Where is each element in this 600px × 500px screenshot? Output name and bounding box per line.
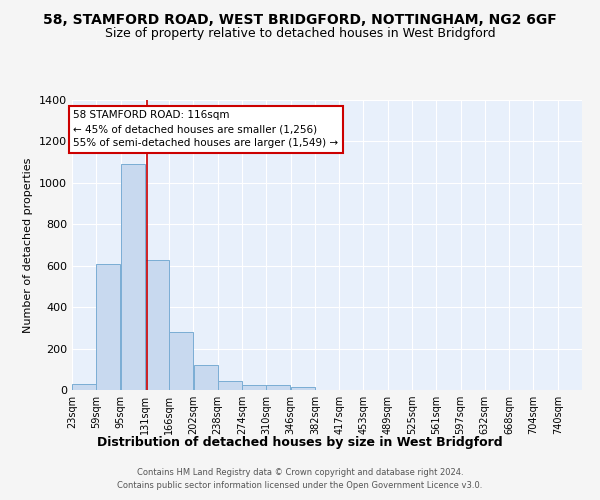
Text: 58, STAMFORD ROAD, WEST BRIDGFORD, NOTTINGHAM, NG2 6GF: 58, STAMFORD ROAD, WEST BRIDGFORD, NOTTI… — [43, 12, 557, 26]
Bar — [72, 384, 96, 390]
Bar — [97, 264, 121, 390]
Text: 58 STAMFORD ROAD: 116sqm
← 45% of detached houses are smaller (1,256)
55% of sem: 58 STAMFORD ROAD: 116sqm ← 45% of detach… — [73, 110, 338, 148]
Bar — [291, 388, 314, 390]
Bar — [121, 164, 145, 390]
Bar — [242, 386, 266, 390]
Bar — [266, 386, 290, 390]
Y-axis label: Number of detached properties: Number of detached properties — [23, 158, 34, 332]
Text: Contains HM Land Registry data © Crown copyright and database right 2024.: Contains HM Land Registry data © Crown c… — [137, 468, 463, 477]
Text: Size of property relative to detached houses in West Bridgford: Size of property relative to detached ho… — [104, 28, 496, 40]
Bar — [145, 260, 169, 390]
Bar — [169, 332, 193, 390]
Text: Contains public sector information licensed under the Open Government Licence v3: Contains public sector information licen… — [118, 480, 482, 490]
Bar — [218, 380, 242, 390]
Bar — [194, 365, 218, 390]
Text: Distribution of detached houses by size in West Bridgford: Distribution of detached houses by size … — [97, 436, 503, 449]
